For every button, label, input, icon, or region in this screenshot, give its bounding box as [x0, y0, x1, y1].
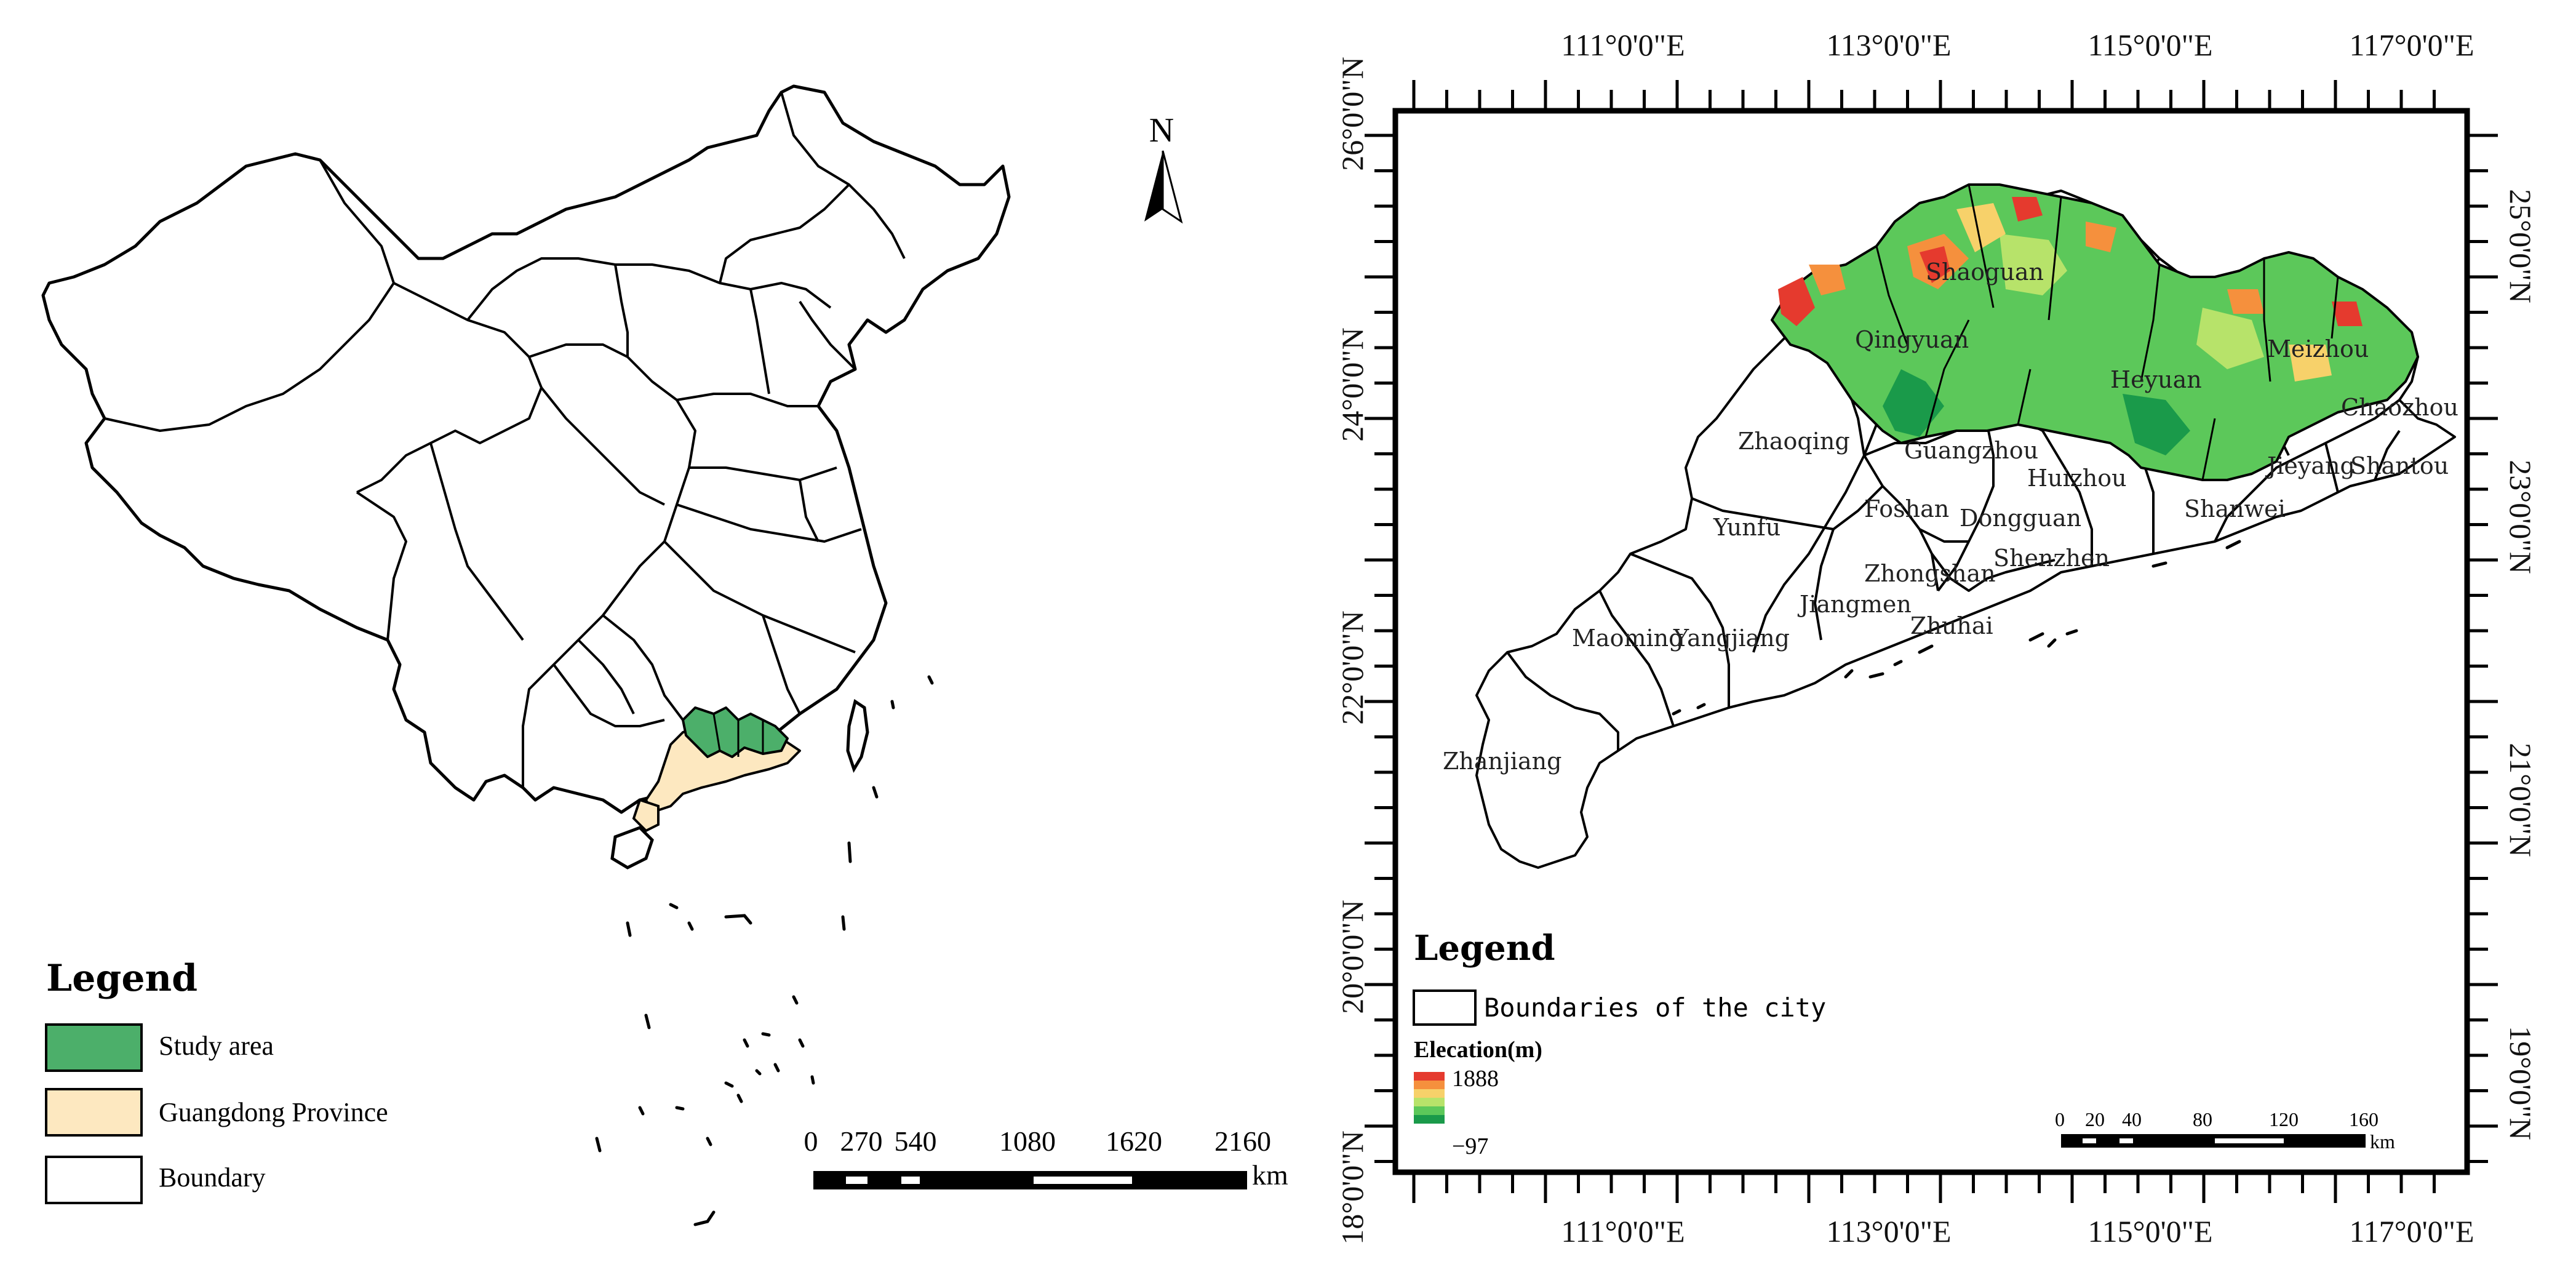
legend-label-guangdong: Guangdong Province	[159, 1097, 388, 1127]
city-label-jiangmen: Jiangmen	[1797, 591, 1912, 618]
right-scale-tick-2: 40	[2122, 1108, 2142, 1130]
left-scale-tick-0: 0	[804, 1125, 818, 1157]
longitude-labels-top: 111°0'0"E 113°0'0"E 115°0'0"E 117°0'0"E	[1561, 28, 2474, 62]
elevation-min-label: −97	[1452, 1133, 1488, 1159]
city-label-meizhou: Meizhou	[2267, 335, 2369, 362]
study-area	[682, 706, 789, 758]
city-label-jieyang: Jieyang	[2265, 452, 2355, 479]
legend-swatch-boundary	[45, 1156, 143, 1204]
legend-label-boundary: Boundary	[159, 1162, 266, 1193]
lat-right-23: 23°0'0"N	[2503, 460, 2538, 574]
right-legend-title: Legend	[1414, 928, 1555, 969]
city-label-maoming: Maoming	[1572, 625, 1683, 652]
lon-top-115: 115°0'0"E	[2088, 28, 2212, 62]
hainan-island	[610, 826, 654, 869]
elevation-ramp-1	[1414, 1081, 1445, 1089]
lat-left-22: 22°0'0"N	[1335, 610, 1370, 725]
latitude-labels-left: 26°0'0"N 24°0'0"N 22°0'0"N 20°0'0"N 18°0…	[1335, 57, 1370, 1245]
lon-bottom-113: 113°0'0"E	[1826, 1214, 1951, 1249]
city-label-zhongshan: Zhongshan	[1864, 560, 1996, 587]
legend-label-study-area: Study area	[159, 1031, 274, 1061]
elevation-ramp-2	[1414, 1089, 1445, 1098]
lon-bottom-111: 111°0'0"E	[1561, 1214, 1685, 1249]
city-label-guangzhou: Guangzhou	[1904, 437, 2038, 464]
south-sea-islands	[595, 675, 934, 1226]
legend-swatch-city-boundary	[1413, 989, 1477, 1026]
city-label-shaoguan: Shaoguan	[1926, 258, 2044, 286]
city-label-zhuhai: Zhuhai	[1910, 612, 1993, 639]
legend-swatch-guangdong	[45, 1088, 143, 1137]
lon-bottom-117: 117°0'0"E	[2349, 1214, 2474, 1249]
right-scale-unit: km	[2370, 1130, 2395, 1153]
right-scale-tick-0: 0	[2055, 1108, 2065, 1130]
right-scale-tick-5: 160	[2349, 1108, 2379, 1130]
lat-left-18: 18°0'0"N	[1335, 1130, 1370, 1245]
elevation-ramp-3	[1414, 1098, 1445, 1106]
right-scale-bar: 0 20 40 80 120 160 km	[2055, 1108, 2395, 1153]
city-labels: Shaoguan Qingyuan Meizhou Heyuan Chaozho…	[1443, 258, 2458, 775]
lon-top-113: 113°0'0"E	[1826, 28, 1951, 62]
city-label-shanwei: Shanwei	[2184, 495, 2286, 522]
city-label-dongguan: Dongguan	[1960, 505, 2081, 532]
frame-ticks	[1365, 80, 2498, 1203]
lon-top-117: 117°0'0"E	[2349, 28, 2474, 62]
city-label-foshan: Foshan	[1864, 495, 1949, 522]
lat-right-25: 25°0'0"N	[2503, 189, 2538, 303]
lat-left-26: 26°0'0"N	[1335, 57, 1370, 171]
lat-left-20: 20°0'0"N	[1335, 900, 1370, 1014]
city-label-qingyuan: Qingyuan	[1855, 326, 1969, 353]
city-label-yangjiang: Yangjiang	[1673, 625, 1790, 652]
right-scale-tick-3: 80	[2193, 1108, 2212, 1130]
legend-swatch-study-area	[45, 1023, 143, 1072]
city-label-zhaoqing: Zhaoqing	[1738, 428, 1850, 455]
left-scale-bar: 0 270 540 1080 1620 2160 km	[804, 1125, 1289, 1191]
taiwan-island	[846, 698, 869, 773]
city-label-shantou: Shantou	[2350, 452, 2449, 479]
leizhou-peninsula	[632, 798, 660, 833]
china-map	[41, 84, 1011, 1226]
left-scale-unit: km	[1252, 1159, 1288, 1191]
left-legend: Legend Study area Guangdong Province Bou…	[45, 957, 388, 1204]
north-letter: N	[1149, 111, 1174, 150]
elevation-ramp-0	[1414, 1072, 1445, 1081]
right-scale-tick-1: 20	[2085, 1108, 2105, 1130]
north-arrow: N	[1144, 111, 1183, 224]
lat-right-21: 21°0'0"N	[2503, 743, 2538, 857]
right-scale-tick-4: 120	[2269, 1108, 2299, 1130]
city-label-heyuan: Heyuan	[2110, 366, 2202, 393]
city-label-zhanjiang: Zhanjiang	[1443, 748, 1561, 775]
city-label-huizhou: Huizhou	[2027, 465, 2127, 492]
longitude-labels-bottom: 111°0'0"E 113°0'0"E 115°0'0"E 117°0'0"E	[1561, 1214, 2474, 1249]
latitude-labels-right: 25°0'0"N 23°0'0"N 21°0'0"N 19°0'0"N	[2503, 189, 2538, 1140]
elevation-ramp-5	[1414, 1115, 1445, 1124]
left-scale-tick-1: 270	[840, 1125, 883, 1157]
lat-left-24: 24°0'0"N	[1335, 327, 1370, 442]
province-boundaries	[104, 92, 906, 788]
left-scale-tick-4: 1620	[1106, 1125, 1162, 1157]
city-label-chaozhou: Chaozhou	[2341, 394, 2458, 421]
city-label-shenzhen: Shenzhen	[1993, 545, 2110, 572]
left-scale-tick-3: 1080	[999, 1125, 1056, 1157]
elevation-ramp-4	[1414, 1106, 1445, 1115]
lon-bottom-115: 115°0'0"E	[2088, 1214, 2212, 1249]
elevation-max-label: 1888	[1452, 1066, 1499, 1092]
right-legend: Legend Boundaries of the city Elecation(…	[1413, 928, 1826, 1159]
legend-label-city-boundary: Boundaries of the city	[1484, 993, 1826, 1023]
city-label-yunfu: Yunfu	[1713, 514, 1780, 541]
left-scale-tick-5: 2160	[1214, 1125, 1271, 1157]
elevation-title: Elecation(m)	[1414, 1037, 1542, 1063]
lon-top-111: 111°0'0"E	[1561, 28, 1685, 62]
guangdong-cities	[1475, 183, 2456, 869]
elevation-raster	[1771, 183, 2419, 481]
left-scale-tick-2: 540	[895, 1125, 937, 1157]
north-arrow-icon	[1144, 151, 1163, 222]
lat-right-19: 19°0'0"N	[2503, 1026, 2538, 1140]
left-legend-title: Legend	[46, 957, 197, 1000]
